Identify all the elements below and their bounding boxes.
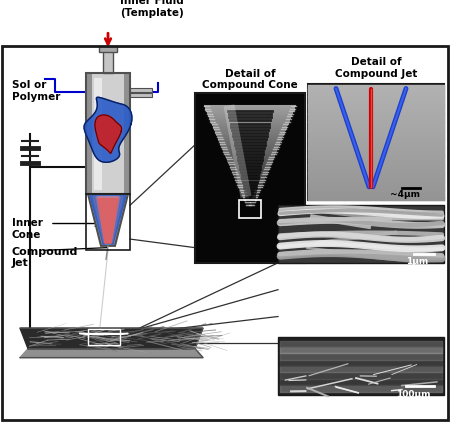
Polygon shape	[98, 197, 118, 242]
Text: 1μm: 1μm	[406, 257, 428, 266]
Bar	[239, 200, 261, 218]
Bar	[103, 48, 113, 73]
Bar	[195, 93, 305, 263]
Bar	[124, 73, 130, 194]
Polygon shape	[111, 194, 128, 246]
Text: Detail of
Compound Jet: Detail of Compound Jet	[335, 57, 417, 79]
Text: Sol or
Polymer: Sol or Polymer	[12, 81, 60, 102]
Bar	[86, 194, 130, 250]
Bar	[278, 205, 444, 263]
Text: Compound
Jet: Compound Jet	[12, 247, 78, 268]
Polygon shape	[88, 194, 105, 246]
Bar	[94, 78, 102, 189]
Polygon shape	[84, 97, 132, 162]
Text: 100μm: 100μm	[396, 390, 431, 399]
Polygon shape	[98, 198, 118, 243]
Polygon shape	[90, 196, 126, 244]
Text: Inner Fluid
(Template): Inner Fluid (Template)	[120, 0, 184, 18]
Text: Inner
Cone: Inner Cone	[12, 218, 43, 240]
Polygon shape	[20, 349, 203, 357]
Bar	[86, 73, 130, 194]
Bar	[92, 73, 124, 194]
Bar	[130, 88, 152, 92]
Polygon shape	[96, 197, 120, 242]
Bar	[86, 73, 92, 194]
Bar	[308, 84, 444, 200]
Polygon shape	[95, 115, 122, 153]
Bar	[88, 329, 120, 345]
Bar	[99, 46, 117, 52]
Text: Detail of
Compound Cone: Detail of Compound Cone	[202, 69, 298, 90]
Polygon shape	[20, 328, 203, 349]
Polygon shape	[88, 194, 128, 246]
Text: ~4μm: ~4μm	[390, 190, 420, 200]
Polygon shape	[93, 197, 123, 242]
Bar	[130, 93, 152, 97]
Bar	[278, 337, 444, 395]
